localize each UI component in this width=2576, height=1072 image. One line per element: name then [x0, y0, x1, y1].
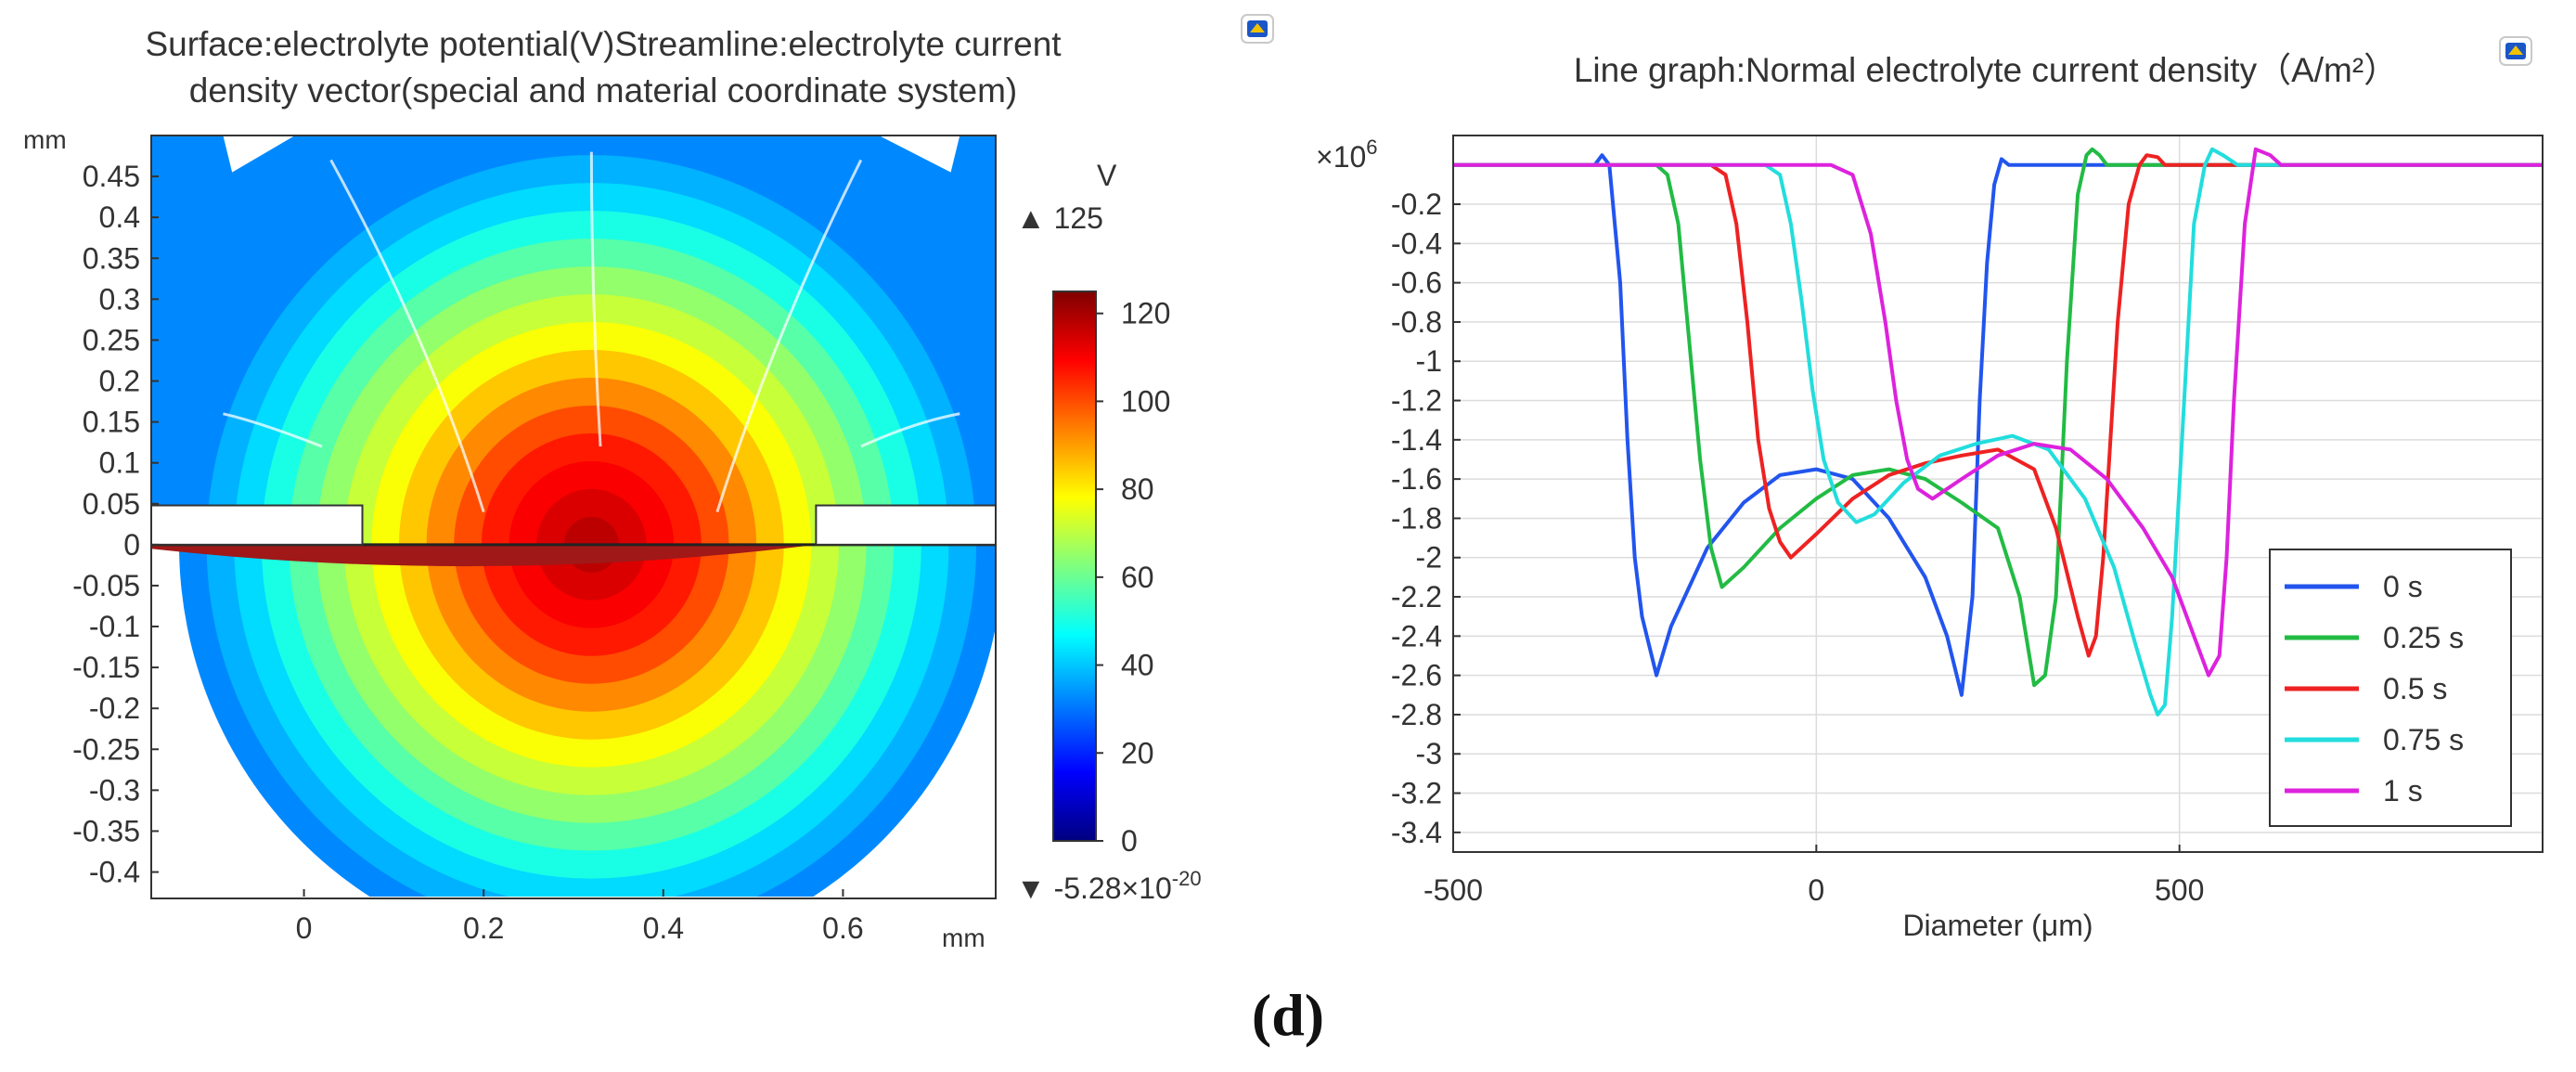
right-y-tick-label: -2.8 — [1391, 698, 1442, 731]
right-y-tick-label: -1.4 — [1391, 423, 1442, 457]
right-y-tick-label: -2.6 — [1391, 659, 1442, 692]
right-y-tick-label: -3.2 — [1391, 777, 1442, 810]
right-x-axis-label: Diameter (μm) — [1902, 909, 2093, 942]
streamline — [589, 151, 602, 447]
right-y-tick-label: -3.4 — [1391, 816, 1442, 849]
series-line-0 — [1453, 153, 2543, 697]
left-y-axis-unit: mm — [23, 125, 67, 154]
right-y-tick-label: -0.6 — [1391, 266, 1442, 300]
comsol-logo-icon — [2499, 36, 2532, 66]
legend: 0 s 0.25 s 0.5 s 0.75 s 1 s — [2269, 549, 2512, 827]
colorbar-tick-label: 80 — [1121, 472, 1154, 506]
legend-label-0: 0 s — [2383, 570, 2423, 603]
left-chart-title-line2: density vector(special and material coor… — [189, 71, 1018, 110]
right-x-tick-label: -500 — [1423, 873, 1483, 907]
right-y-tick-label: -2.2 — [1391, 580, 1442, 613]
streamline — [329, 159, 485, 513]
left-y-tick-label: -0.05 — [72, 569, 140, 602]
right-y-tick-label: -1.8 — [1391, 501, 1442, 535]
colorbar-tick-label: 60 — [1121, 561, 1154, 594]
left-y-tick-label: 0.3 — [99, 282, 140, 316]
potential-surface-plot: Surface:electrolyte potential(V)Streamli… — [23, 14, 1274, 952]
mask-right — [815, 504, 996, 546]
right-series-layer — [1453, 147, 2543, 717]
left-x-tick-label: 0.2 — [463, 911, 504, 945]
comsol-logo-icon — [1241, 14, 1274, 44]
legend-label-3: 0.75 s — [2383, 723, 2464, 756]
left-y-tick-label: 0.35 — [83, 241, 140, 275]
legend-label-4: 1 s — [2383, 774, 2423, 807]
colorbar-tick-label: 120 — [1121, 297, 1170, 330]
left-x-tick-label: 0.4 — [643, 911, 684, 945]
left-y-tick-label: 0.45 — [83, 160, 140, 193]
streamline — [715, 159, 863, 513]
streamline — [860, 412, 960, 448]
right-y-tick-label: -0.8 — [1391, 305, 1442, 339]
series-line-3 — [1453, 147, 2543, 717]
left-x-tick-label: 0 — [296, 911, 313, 945]
left-y-tick-label: 0.4 — [99, 200, 140, 234]
left-y-tick-label: 0.1 — [99, 446, 140, 480]
left-plot-frame — [150, 135, 997, 899]
left-x-axis: 0 0.2 0.4 0.6 — [296, 889, 864, 945]
right-y-axis: -0.2 -0.4 -0.6 -0.8 -1 -1.2 -1.4 -1.6 -1.8 -2 -2.2… — [1391, 187, 1461, 849]
colorbar-tick-label: 0 — [1121, 824, 1138, 858]
right-x-tick-label: 0 — [1808, 873, 1824, 907]
legend-label-2: 0.5 s — [2383, 672, 2447, 705]
right-y-tick-label: -2 — [1416, 541, 1442, 575]
right-plot-frame — [1452, 135, 2544, 853]
left-y-tick-label: -0.2 — [89, 691, 140, 725]
colorbar-tick-label: 100 — [1121, 384, 1170, 418]
colorbar-tick-label: 20 — [1121, 736, 1154, 769]
left-y-tick-label: -0.3 — [89, 773, 140, 807]
left-y-tick-label: 0.25 — [83, 323, 140, 356]
colorbar-tick-label: 40 — [1121, 649, 1154, 682]
right-y-tick-label: -0.4 — [1391, 226, 1442, 260]
left-y-tick-label: -0.25 — [72, 732, 140, 766]
deposit-region — [151, 544, 817, 567]
left-chart-title-line1: Surface:electrolyte potential(V)Streamli… — [145, 25, 1062, 63]
left-y-tick-label: -0.1 — [89, 610, 140, 643]
left-y-tick-label: -0.35 — [72, 814, 140, 847]
right-y-tick-label: -0.2 — [1391, 187, 1442, 221]
left-y-axis: 0.45 0.4 0.35 0.3 0.25 0.2 0.15 0.1 0.05 0 -0.05 -0… — [72, 160, 159, 889]
left-y-tick-label: 0.2 — [99, 365, 140, 398]
left-y-tick-label: -0.4 — [89, 856, 140, 889]
colorbar-unit: V — [1097, 159, 1117, 192]
tool-notch-left — [223, 136, 295, 173]
colorbar-gradient — [1052, 291, 1097, 842]
right-x-axis: -500 0 500 — [1423, 845, 2204, 907]
heatmap-region — [151, 136, 996, 897]
left-y-tick-label: 0 — [123, 528, 140, 562]
colorbar: V ▲ 125 120 100 80 60 40 20 0 ▼ -5.28×10-20 — [1016, 159, 1202, 905]
right-chart-title: Line graph:Normal electrolyte current de… — [1574, 51, 2398, 89]
left-x-axis-unit: mm — [942, 923, 985, 952]
colorbar-min-label: ▼ -5.28×10-20 — [1016, 867, 1202, 905]
right-y-tick-label: -1.6 — [1391, 462, 1442, 496]
y-multiplier: ×106 — [1316, 136, 1378, 174]
legend-box — [2269, 549, 2512, 827]
left-y-tick-label: -0.15 — [72, 651, 140, 684]
left-y-tick-label: 0.15 — [83, 406, 140, 439]
right-y-tick-label: -2.4 — [1391, 619, 1442, 652]
panel-label: (d) — [1252, 982, 1324, 1048]
left-y-tick-label: 0.05 — [83, 487, 140, 521]
left-x-tick-label: 0.6 — [822, 911, 863, 945]
colorbar-ticks: 120 100 80 60 40 20 0 — [1096, 297, 1170, 858]
right-y-tick-label: -1.2 — [1391, 384, 1442, 418]
current-density-line-plot: Line graph:Normal electrolyte current de… — [1316, 36, 2544, 942]
right-y-tick-label: -1 — [1416, 344, 1442, 378]
colorbar-max-label: ▲ 125 — [1016, 201, 1103, 235]
tool-notch-right — [879, 136, 960, 173]
right-x-tick-label: 500 — [2155, 873, 2204, 907]
legend-label-1: 0.25 s — [2383, 621, 2464, 654]
streamline — [223, 412, 323, 448]
series-line-1 — [1453, 147, 2543, 688]
series-line-2 — [1453, 153, 2543, 658]
series-line-4 — [1453, 147, 2543, 678]
mask-left — [151, 504, 364, 546]
right-y-tick-label: -3 — [1416, 737, 1442, 770]
